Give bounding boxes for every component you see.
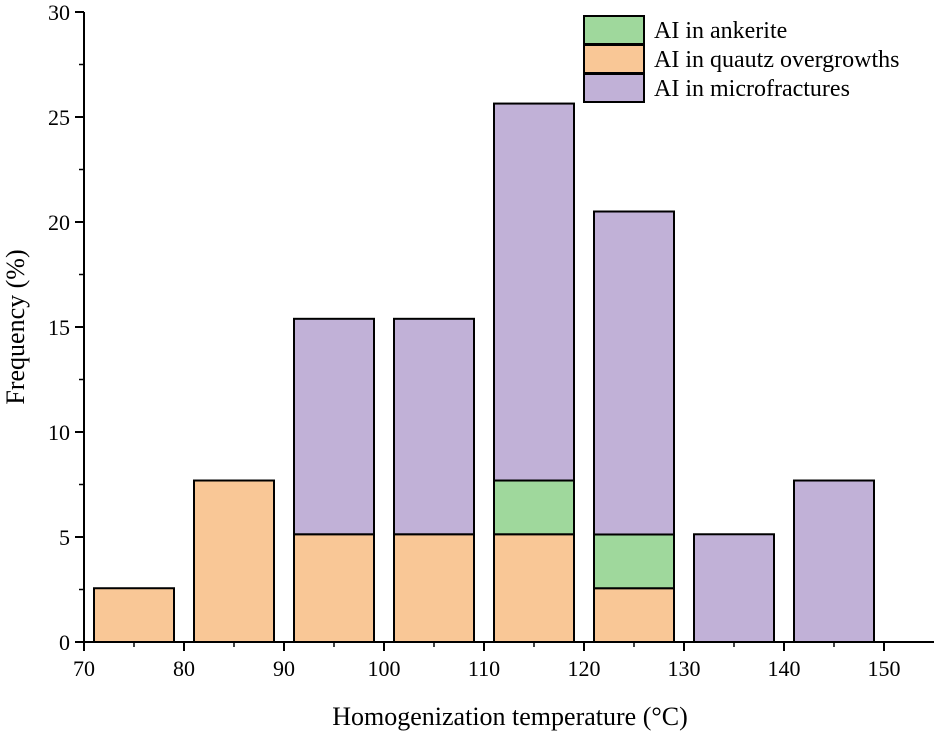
- bar-ai-in-microfractures-105: [393, 317, 475, 536]
- x-tick-label-100: 100: [368, 656, 401, 681]
- bar-ai-in-quautz-overgrowths-75: [93, 587, 175, 643]
- y-tick-label-25: 25: [48, 105, 70, 130]
- x-axis-title: Homogenization temperature (°C): [332, 702, 688, 731]
- x-tick-label-90: 90: [273, 656, 295, 681]
- y-tick-label-20: 20: [48, 210, 70, 235]
- y-axis-title: Frequency (%): [1, 249, 30, 404]
- y-tick-label-5: 5: [59, 525, 70, 550]
- bar-ai-in-microfractures-95: [293, 317, 375, 536]
- bar-ai-in-quautz-overgrowths-105: [393, 533, 475, 644]
- x-tick-label-130: 130: [668, 656, 701, 681]
- legend: AI in ankerite AI in quautz overgrowths AI…: [583, 15, 900, 103]
- legend-label-0: AI in ankerite: [654, 18, 787, 44]
- y-tick-label-30: 30: [48, 0, 70, 25]
- y-tick-label-15: 15: [48, 315, 70, 340]
- bar-ai-in-microfractures-145: [793, 479, 875, 644]
- bar-ai-in-microfractures-115: [493, 102, 575, 482]
- bar-ai-in-quautz-overgrowths-85: [193, 479, 275, 644]
- bar-ai-in-quautz-overgrowths-125: [593, 587, 675, 643]
- x-tick-label-110: 110: [468, 656, 500, 681]
- legend-swatch-2: [583, 73, 645, 103]
- ticks-group: 70 80 90 100 110 120 130 140 150 0 5 10 15 20 25 30: [48, 0, 901, 681]
- legend-label-2: AI in microfractures: [654, 76, 850, 102]
- x-tick-label-120: 120: [568, 656, 601, 681]
- bar-ai-in-ankerite-125: [593, 533, 675, 590]
- bars-group: [93, 102, 875, 644]
- bar-ai-in-ankerite-115: [493, 479, 575, 536]
- x-tick-label-80: 80: [173, 656, 195, 681]
- x-tick-label-150: 150: [868, 656, 901, 681]
- x-tick-label-140: 140: [768, 656, 801, 681]
- y-tick-label-0: 0: [59, 630, 70, 655]
- y-tick-label-10: 10: [48, 420, 70, 445]
- legend-label-1: AI in quautz overgrowths: [654, 47, 900, 73]
- legend-swatch-1: [583, 44, 645, 74]
- bar-ai-in-microfractures-125: [593, 210, 675, 536]
- x-tick-label-70: 70: [73, 656, 95, 681]
- bar-ai-in-quautz-overgrowths-115: [493, 533, 575, 644]
- legend-swatch-0: [583, 15, 645, 45]
- bar-ai-in-quautz-overgrowths-95: [293, 533, 375, 644]
- bar-ai-in-microfractures-135: [693, 533, 775, 644]
